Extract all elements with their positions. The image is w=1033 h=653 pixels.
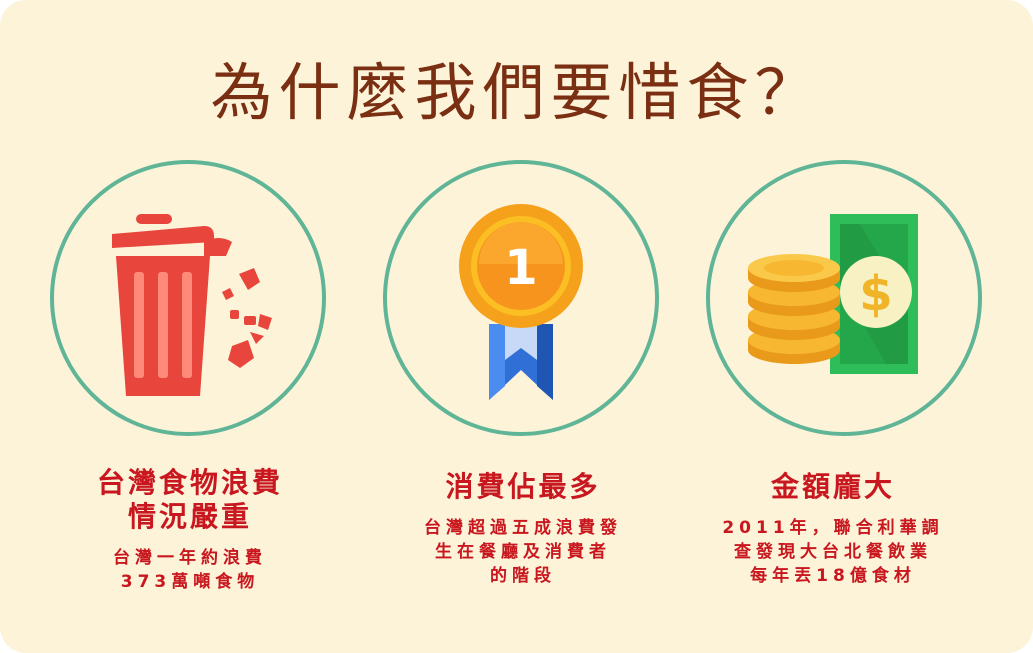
reason-description: 2011年，聯合利華調 查發現大台北餐飲業 每年丟18億食材 (722, 518, 944, 586)
reason-description: 台灣一年約浪費 373萬噸食物 (113, 548, 267, 592)
reason-consumer-share: 1 消費佔最多 台灣超過五成浪費發 生在餐廳及消費者 的階段 (358, 0, 688, 653)
reason-waste-severity: 台灣食物浪費 情況嚴重 台灣一年約浪費 373萬噸食物 (25, 0, 355, 653)
reason-heading: 台灣食物浪費 情況嚴重 (96, 466, 283, 533)
money-coins-icon: $ (706, 160, 982, 436)
medal-icon: 1 (383, 160, 659, 436)
reason-description: 台灣超過五成浪費發 生在餐廳及消費者 的階段 (424, 518, 622, 586)
reason-heading: 消費佔最多 (445, 470, 601, 503)
svg-text:$: $ (859, 266, 892, 322)
trash-can-icon (50, 160, 326, 436)
reason-large-amount: $ 金額龐大 (688, 0, 1018, 653)
reason-heading: 金額龐大 (770, 470, 895, 503)
medal-number: 1 (504, 240, 537, 296)
page-title: 為什麼我們要惜食？ (210, 56, 823, 129)
